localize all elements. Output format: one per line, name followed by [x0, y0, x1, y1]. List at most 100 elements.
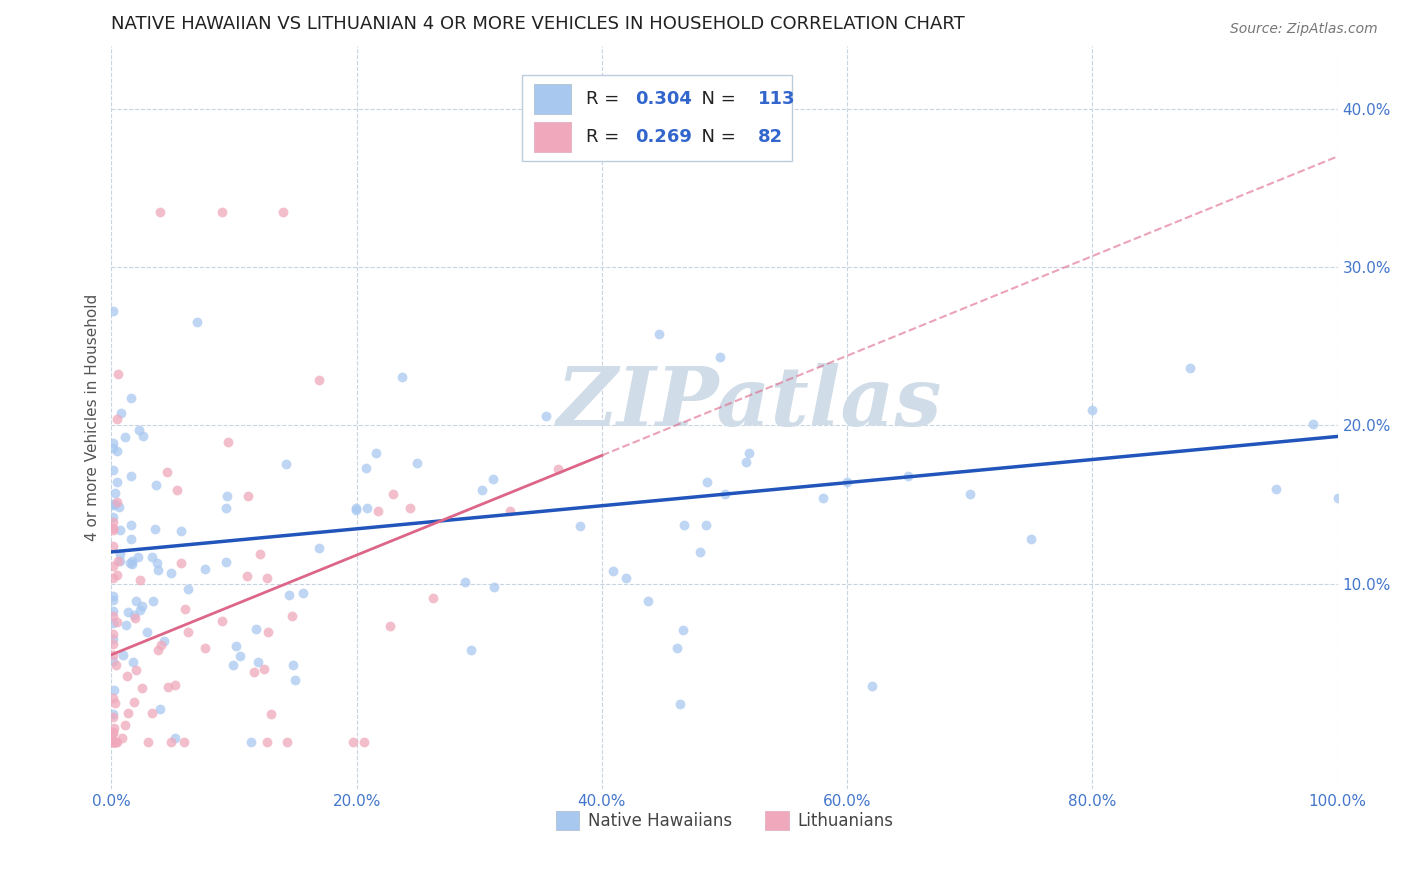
Point [238, 489, 260, 503]
Point [211, 204, 233, 219]
Point [101, 724, 124, 739]
Point [120, 518, 142, 533]
Point [547, 461, 569, 475]
Text: 0.304: 0.304 [636, 90, 692, 108]
Point [107, 553, 129, 567]
Point [115, 617, 138, 632]
Point [111, 648, 134, 662]
Point [101, 463, 124, 477]
Point [101, 303, 124, 318]
Point [111, 731, 134, 746]
Point [101, 637, 124, 651]
Point [256, 571, 278, 585]
Point [104, 497, 127, 511]
Point [149, 204, 172, 219]
Point [240, 735, 263, 749]
Point [243, 665, 266, 679]
Point [391, 369, 413, 384]
Point [194, 561, 217, 575]
Point [713, 486, 735, 500]
Point [101, 509, 124, 524]
Point [115, 669, 138, 683]
Point [156, 681, 179, 695]
Point [131, 599, 153, 614]
Point [141, 549, 163, 564]
Point [308, 541, 330, 556]
Point [602, 564, 624, 578]
Text: R =: R = [586, 128, 624, 146]
Point [169, 556, 191, 570]
Point [274, 458, 297, 472]
Point [344, 501, 367, 516]
Point [281, 658, 304, 673]
Point [101, 441, 124, 455]
Point [128, 423, 150, 437]
Text: Source: ZipAtlas.com: Source: ZipAtlas.com [1230, 22, 1378, 37]
Point [637, 593, 659, 607]
Point [146, 643, 169, 657]
Point [668, 697, 690, 711]
Point [673, 518, 696, 533]
Point [101, 709, 124, 723]
Point [101, 497, 124, 511]
Point [166, 483, 188, 497]
Point [482, 472, 505, 486]
Text: N =: N = [690, 128, 742, 146]
Point [125, 664, 148, 678]
Point [342, 735, 364, 749]
Point [122, 695, 145, 709]
Point [454, 574, 477, 589]
Point [146, 563, 169, 577]
Point [135, 624, 157, 639]
Point [117, 605, 139, 619]
Point [131, 681, 153, 696]
Point [382, 487, 405, 501]
Point [141, 706, 163, 720]
Point [280, 609, 302, 624]
Point [163, 731, 186, 746]
Text: N =: N = [690, 90, 742, 108]
Point [101, 498, 124, 512]
Point [897, 469, 920, 483]
Point [103, 608, 125, 623]
Point [128, 603, 150, 617]
Point [277, 588, 299, 602]
Point [860, 679, 883, 693]
Point [399, 500, 422, 515]
Point [353, 735, 375, 749]
Point [738, 445, 761, 459]
Point [616, 571, 638, 585]
Point [104, 486, 127, 500]
Point [108, 554, 131, 568]
Point [482, 580, 505, 594]
Point [114, 430, 136, 444]
Point [108, 547, 131, 561]
Text: 113: 113 [758, 90, 796, 108]
Point [108, 500, 131, 515]
Point [173, 735, 195, 749]
Point [101, 604, 124, 618]
Point [186, 315, 208, 329]
Point [159, 735, 181, 749]
Y-axis label: 4 or more Vehicles in Household: 4 or more Vehicles in Household [86, 293, 100, 541]
Point [225, 639, 247, 653]
Point [276, 735, 298, 749]
Point [1081, 403, 1104, 417]
Point [105, 657, 128, 672]
Point [129, 573, 152, 587]
Point [105, 475, 128, 490]
Point [215, 555, 238, 569]
Point [105, 567, 128, 582]
Point [366, 446, 388, 460]
Point [291, 585, 314, 599]
Point [367, 503, 389, 517]
Point [101, 593, 124, 607]
Point [103, 690, 125, 705]
Point [229, 649, 252, 664]
Point [247, 656, 270, 670]
Point [101, 523, 124, 537]
Point [177, 582, 200, 597]
Point [811, 491, 834, 506]
Point [735, 455, 758, 469]
Point [146, 556, 169, 570]
